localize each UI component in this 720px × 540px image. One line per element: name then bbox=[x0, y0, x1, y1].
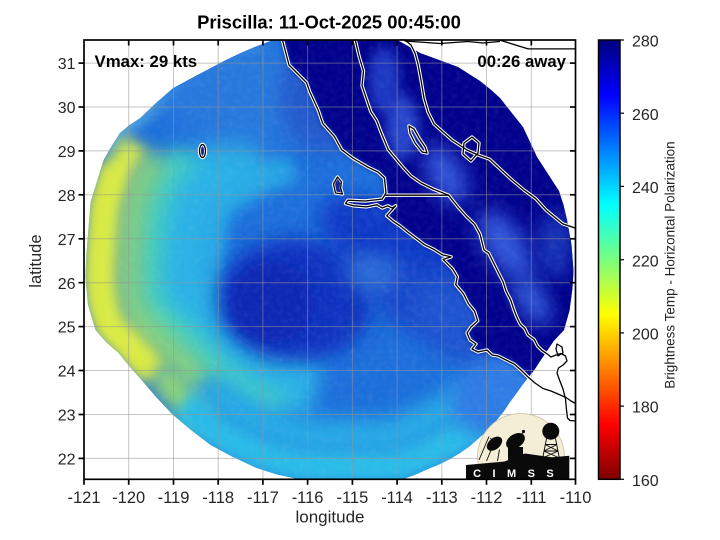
svg-text:260: 260 bbox=[632, 107, 659, 124]
svg-text:24: 24 bbox=[58, 364, 76, 381]
svg-text:160: 160 bbox=[632, 473, 659, 490]
svg-text:00:26 away: 00:26 away bbox=[477, 52, 566, 71]
svg-text:26: 26 bbox=[58, 276, 76, 293]
svg-text:23: 23 bbox=[58, 408, 76, 425]
svg-text:25: 25 bbox=[58, 320, 76, 337]
svg-text:Vmax: 29 kts: Vmax: 29 kts bbox=[95, 52, 198, 71]
svg-text:27: 27 bbox=[58, 232, 76, 249]
svg-text:240: 240 bbox=[632, 180, 659, 197]
svg-text:-115: -115 bbox=[336, 489, 368, 507]
svg-text:-110: -110 bbox=[560, 489, 592, 507]
svg-text:30: 30 bbox=[58, 100, 76, 117]
svg-text:-113: -113 bbox=[426, 489, 458, 507]
svg-text:180: 180 bbox=[632, 400, 659, 417]
svg-text:-114: -114 bbox=[381, 489, 413, 507]
svg-text:-116: -116 bbox=[292, 489, 324, 507]
svg-text:28: 28 bbox=[58, 188, 76, 205]
svg-text:latitude: latitude bbox=[27, 234, 45, 287]
svg-text:longitude: longitude bbox=[295, 508, 364, 527]
svg-text:Priscilla: 11-Oct-2025 00:45:0: Priscilla: 11-Oct-2025 00:45:00 bbox=[197, 12, 461, 33]
svg-text:-120: -120 bbox=[112, 489, 145, 507]
svg-text:Brightness Temp - Horizontal P: Brightness Temp - Horizontal Polarizatio… bbox=[663, 141, 678, 388]
svg-text:-118: -118 bbox=[202, 489, 234, 507]
svg-text:22: 22 bbox=[58, 452, 76, 469]
svg-text:-121: -121 bbox=[67, 489, 100, 507]
svg-text:-111: -111 bbox=[516, 489, 547, 507]
svg-text:29: 29 bbox=[58, 144, 76, 161]
svg-text:-112: -112 bbox=[471, 489, 503, 507]
svg-text:31: 31 bbox=[58, 56, 76, 73]
svg-text:280: 280 bbox=[632, 34, 659, 51]
svg-text:-119: -119 bbox=[158, 489, 190, 507]
svg-text:200: 200 bbox=[632, 327, 659, 344]
svg-text:C I M S S: C I M S S bbox=[473, 468, 558, 480]
svg-text:-117: -117 bbox=[247, 489, 279, 507]
svg-text:220: 220 bbox=[632, 253, 659, 270]
